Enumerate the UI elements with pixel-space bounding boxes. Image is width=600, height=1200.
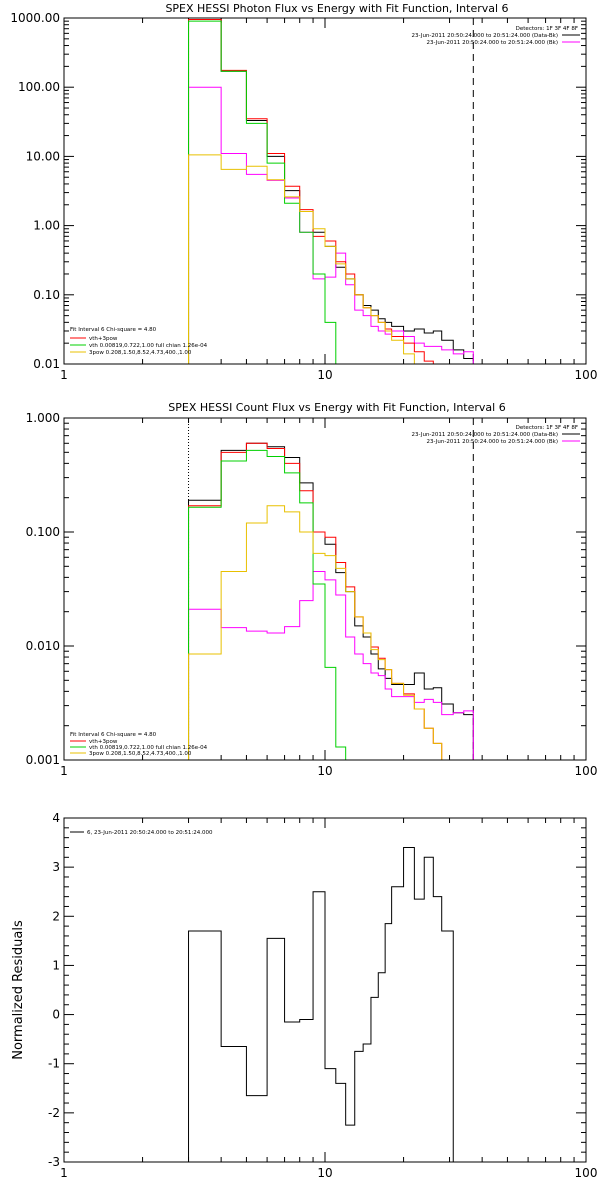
legend-topright: Detectors: 1F 3F 4F 8F 23-Jun-2011 20:50…	[412, 425, 580, 445]
y-tick-label: 0.100	[26, 525, 60, 539]
legend-entry: vth+3pow	[89, 336, 118, 342]
x-tick-label: 10	[317, 764, 332, 778]
y-tick-label: 0.001	[26, 753, 60, 767]
legend-header: Fit Interval 6 Chi-square = 4.80	[70, 732, 157, 738]
photon-flux-panel: SPEX HESSI Photon Flux vs Energy with Fi…	[10, 2, 597, 382]
legend-entry: vth+3pow	[89, 739, 118, 745]
chart-title: SPEX HESSI Photon Flux vs Energy with Fi…	[165, 2, 508, 15]
tick-labels: 1 10 100 -3 -2 -1 0 1 2 3 4	[48, 811, 597, 1180]
series-line	[188, 86, 474, 364]
legend-topleft: 6, 23-Jun-2011 20:50:24.000 to 20:51:24.…	[70, 830, 213, 836]
marker-lines	[188, 418, 474, 760]
series-line	[188, 571, 474, 760]
legend-entry: 23-Jun-2011 20:50:24.000 to 20:51:24.000…	[426, 40, 558, 46]
series-group	[188, 17, 474, 365]
legend-header: Detectors: 1F 3F 4F 8F	[516, 26, 578, 32]
x-tick-label: 10	[317, 368, 332, 382]
y-tick-label: 0.01	[33, 357, 60, 371]
legend-bottomleft: Fit Interval 6 Chi-square = 4.80 vth+3po…	[70, 327, 208, 356]
series-line	[188, 154, 425, 365]
y-tick-label: 0	[52, 1008, 60, 1022]
legend-topright: Detectors: 1F 3F 4F 8F 23-Jun-2011 20:50…	[412, 26, 580, 46]
count-flux-panel: SPEX HESSI Count Flux vs Energy with Fit…	[26, 401, 598, 778]
legend-entry: 3pow 0.208,1.50,8.52,4.73,400.,1.00	[89, 350, 192, 356]
y-tick-label: 2	[52, 909, 60, 923]
legend-entry: vth 0.00819,0.722,1.00 full chian 1.26e-…	[89, 745, 208, 751]
plot-frame	[63, 17, 587, 365]
y-tick-label: 1	[52, 958, 60, 972]
tick-labels: 1 10 100 0.001 0.010 0.100 1.000	[26, 411, 598, 778]
series-line	[188, 442, 454, 761]
x-tick-label: 1	[60, 368, 68, 382]
residuals-panel: 1 10 100 -3 -2 -1 0 1 2 3 4 Normalized Residuals 6…	[11, 811, 597, 1180]
y-tick-label: 1.000	[26, 411, 60, 425]
legend-entry: 3pow 0.208,1.50,8.52,4.73,400.,1.00	[89, 751, 192, 757]
series-line	[188, 449, 355, 761]
tick-labels: 1 10 100 0.01 0.10 1.00 10.00 100.00 1000.00	[10, 11, 597, 382]
x-tick-label: 10	[317, 1166, 332, 1180]
y-tick-label: 4	[52, 811, 60, 825]
legend-entry: vth 0.00819,0.722,1.00 full chian 1.26e-…	[89, 343, 208, 349]
x-tick-label: 100	[575, 368, 598, 382]
plot-frame	[63, 417, 587, 761]
legend-bottomleft: Fit Interval 6 Chi-square = 4.80 vth+3po…	[70, 732, 208, 757]
legend-entry: 6, 23-Jun-2011 20:50:24.000 to 20:51:24.…	[87, 830, 213, 836]
series-line	[188, 17, 474, 364]
legend-entry: 23-Jun-2011 20:50:24.000 to 20:51:24.000…	[412, 432, 558, 438]
x-tick-label: 1	[60, 1166, 68, 1180]
y-tick-label: 1.00	[33, 219, 60, 233]
x-tick-label: 100	[575, 1166, 598, 1180]
series-line	[188, 846, 454, 1162]
y-tick-label: 3	[52, 860, 60, 874]
y-axis-label: Normalized Residuals	[11, 920, 26, 1060]
x-tick-label: 100	[575, 764, 598, 778]
legend-header: Fit Interval 6 Chi-square = 4.80	[70, 327, 157, 333]
series-group	[188, 442, 474, 761]
y-tick-label: 100.00	[18, 80, 60, 94]
y-tick-label: 0.10	[33, 288, 60, 302]
y-tick-label: 0.010	[26, 639, 60, 653]
series-line	[188, 505, 454, 761]
legend-header: Detectors: 1F 3F 4F 8F	[516, 425, 578, 431]
legend-entry: 23-Jun-2011 20:50:24.000 to 20:51:24.000…	[412, 33, 558, 39]
series-line	[188, 20, 346, 365]
plot-frame	[63, 817, 587, 1163]
y-tick-label: 10.00	[26, 149, 60, 163]
y-tick-label: -1	[48, 1057, 60, 1071]
y-tick-label: -2	[48, 1106, 60, 1120]
legend-entry: 23-Jun-2011 20:50:24.000 to 20:51:24.000…	[426, 439, 558, 445]
chart-title: SPEX HESSI Count Flux vs Energy with Fit…	[168, 401, 505, 414]
y-tick-label: -3	[48, 1155, 60, 1169]
series-line	[188, 442, 474, 760]
y-tick-label: 1000.00	[10, 11, 60, 25]
series-group	[188, 846, 454, 1162]
x-tick-label: 1	[60, 764, 68, 778]
